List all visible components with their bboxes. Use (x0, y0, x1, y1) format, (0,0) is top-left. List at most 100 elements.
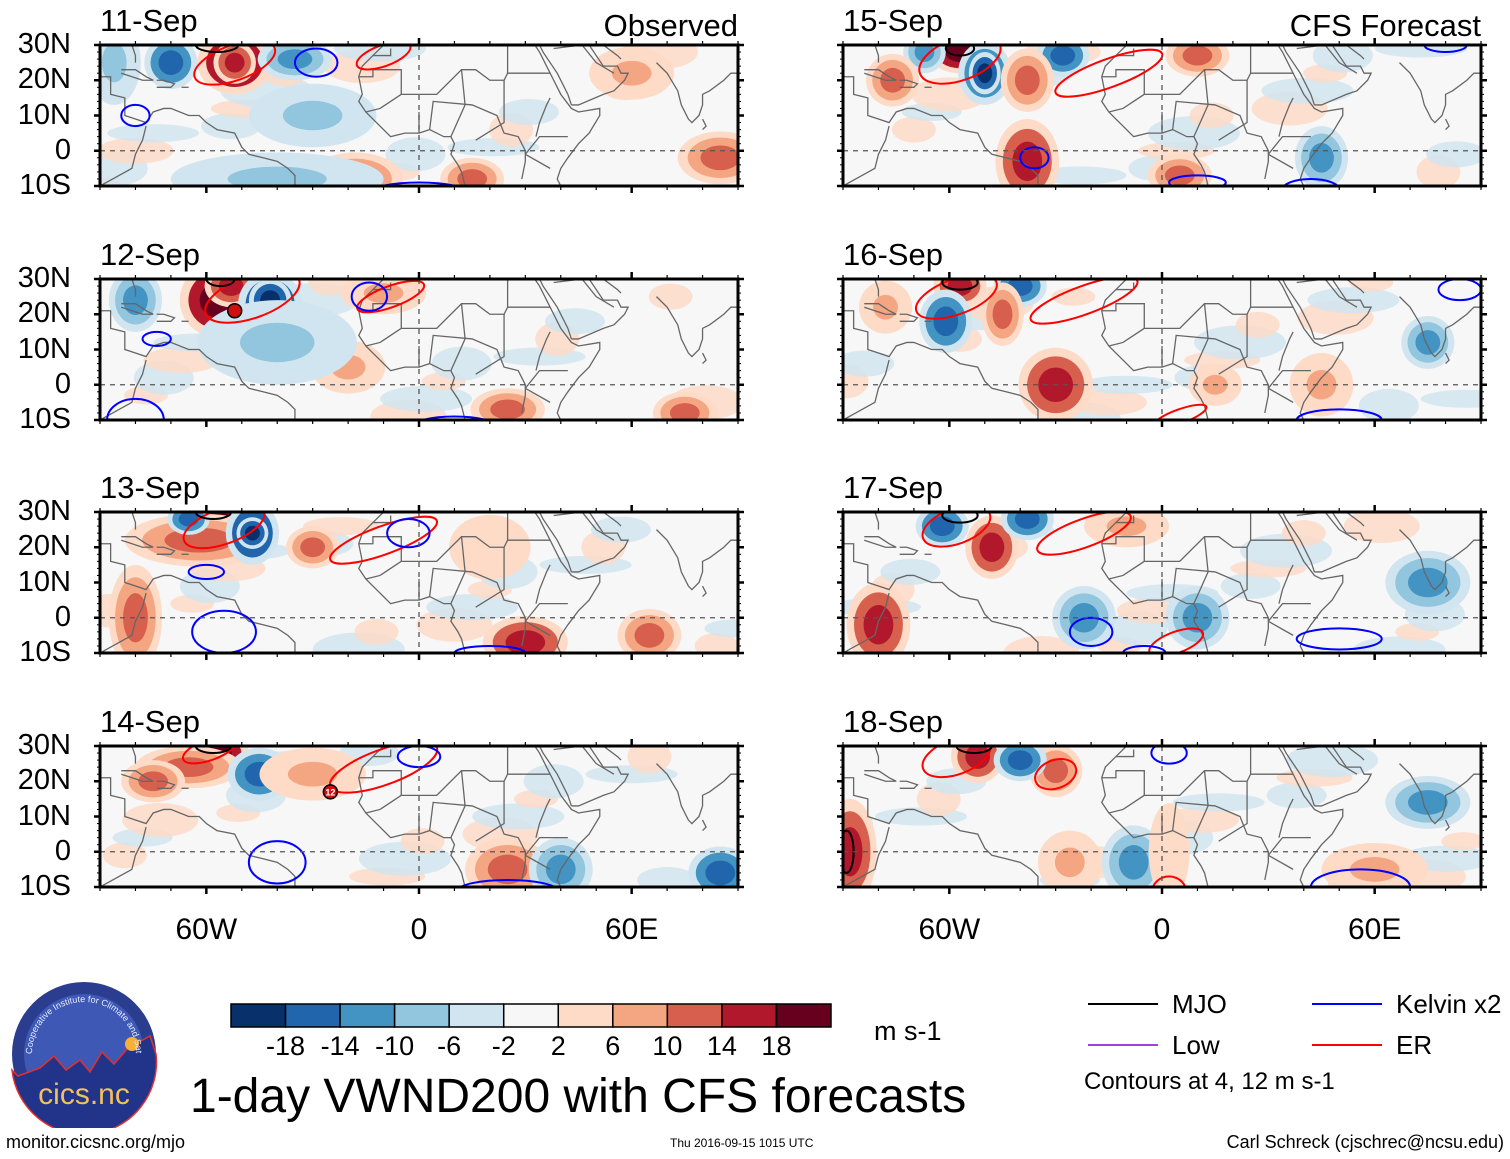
coastline (1100, 512, 1209, 653)
coastline (100, 543, 296, 653)
country-border (372, 48, 392, 57)
panel-date-label: 17-Sep (843, 470, 943, 505)
country-border (1171, 567, 1269, 647)
panel-date-label: 11-Sep (100, 3, 198, 38)
coastline (358, 279, 385, 280)
country-border (535, 564, 551, 604)
contour-kelvin (187, 563, 226, 580)
country-border (1101, 45, 1252, 95)
anomaly-blob-core (1043, 758, 1069, 784)
country-border (1268, 387, 1294, 403)
coastline (121, 303, 154, 315)
anomaly-background-blob (891, 116, 936, 143)
anomaly-background-blob (122, 803, 199, 838)
anomaly-blob-core (158, 50, 184, 75)
contour-er (921, 512, 992, 548)
lat-tick-label: 10N (17, 799, 71, 832)
coastline (100, 592, 147, 653)
coastline (131, 512, 137, 530)
anomaly-blob-core (1415, 330, 1441, 355)
legend-line-swatch (1088, 1044, 1158, 1046)
coastline (1345, 746, 1365, 761)
coastline (121, 536, 154, 548)
coastline (1399, 296, 1481, 358)
country-border (365, 93, 402, 113)
coastline (864, 770, 897, 782)
contour-mjo (941, 279, 979, 291)
coastline (1345, 45, 1365, 60)
anomaly-background-blob (1261, 77, 1354, 104)
anomaly-background-blob (544, 308, 605, 335)
anomaly-background-blob (385, 137, 446, 172)
coastline (100, 826, 147, 887)
anomaly-background-blob (843, 350, 895, 377)
tropical-cyclone-label: 12 (325, 787, 335, 797)
coastline (1281, 45, 1316, 106)
colorbar-tick-label: -18 (266, 1031, 306, 1061)
anomaly-background-blob (704, 619, 738, 638)
anomaly-background-blob (1003, 636, 1080, 653)
anomaly-background-blob (1441, 832, 1481, 851)
coastline (131, 45, 137, 63)
anomaly-blob-core (244, 525, 260, 541)
lat-tick-label: 30N (17, 262, 71, 294)
country-border (428, 334, 526, 414)
anomaly-background-blob (1172, 793, 1265, 812)
country-border (524, 603, 568, 622)
coastline (1444, 118, 1450, 131)
contour-kelvin (141, 330, 172, 347)
country-border (475, 80, 505, 141)
anomaly-blob-core (487, 854, 528, 885)
lat-tick-label: 30N (17, 28, 71, 60)
anomaly-blob-core (700, 145, 738, 171)
contour-er (1034, 758, 1078, 791)
contour-kelvin (1168, 174, 1227, 186)
contour-kelvin (1295, 627, 1383, 651)
country-border (450, 69, 466, 137)
anomaly-background-blob (354, 618, 399, 645)
country-border (1218, 314, 1248, 375)
coastline (1345, 279, 1365, 294)
lon-tick-label: 60W (918, 913, 981, 946)
contour-kelvin (120, 103, 151, 128)
contour-mjo (944, 45, 976, 57)
coastline (701, 118, 707, 131)
lat-tick-label: 10N (17, 565, 71, 598)
coastline (874, 279, 880, 297)
coastline (1101, 279, 1128, 280)
anomaly-blob-core (873, 294, 898, 320)
coastline (571, 279, 630, 340)
anomaly-background-blob (107, 124, 200, 143)
country-border (1267, 603, 1311, 622)
footer-url[interactable]: monitor.cicsnc.org/mjo (6, 1132, 186, 1152)
colorbar-swatch (339, 1003, 396, 1028)
coastline (156, 780, 176, 789)
colorbar-tick-label: -2 (491, 1031, 516, 1061)
country-border (535, 97, 551, 137)
country-border (1268, 153, 1294, 169)
lon-tick-label: 0 (1153, 913, 1171, 946)
coastline (100, 310, 296, 420)
anomaly-background-blob (1426, 141, 1481, 168)
anomaly-background-blob (1235, 311, 1280, 338)
contour-er (1036, 512, 1132, 556)
contour-kelvin (1423, 45, 1468, 54)
coastline (874, 746, 880, 764)
contour-mjo (941, 512, 979, 524)
forecast-header: CFS Forecast (1289, 8, 1481, 43)
country-border (358, 279, 509, 329)
anomaly-background-blob (1266, 782, 1327, 809)
country-border (525, 854, 551, 870)
coastline (538, 45, 573, 106)
anomaly-blob-core (224, 52, 245, 73)
country-border (1267, 136, 1311, 155)
anomaly-blob-core (1407, 567, 1448, 598)
anomaly-blob-core (1014, 65, 1040, 96)
coastline (899, 780, 919, 789)
coastline (1399, 763, 1481, 825)
coastline (1399, 62, 1481, 124)
figure-title: 1-day VWND200 with CFS forecasts (190, 1070, 967, 1123)
country-border (524, 370, 568, 389)
anomaly-blob-core (300, 537, 326, 558)
coastline (1444, 819, 1450, 832)
